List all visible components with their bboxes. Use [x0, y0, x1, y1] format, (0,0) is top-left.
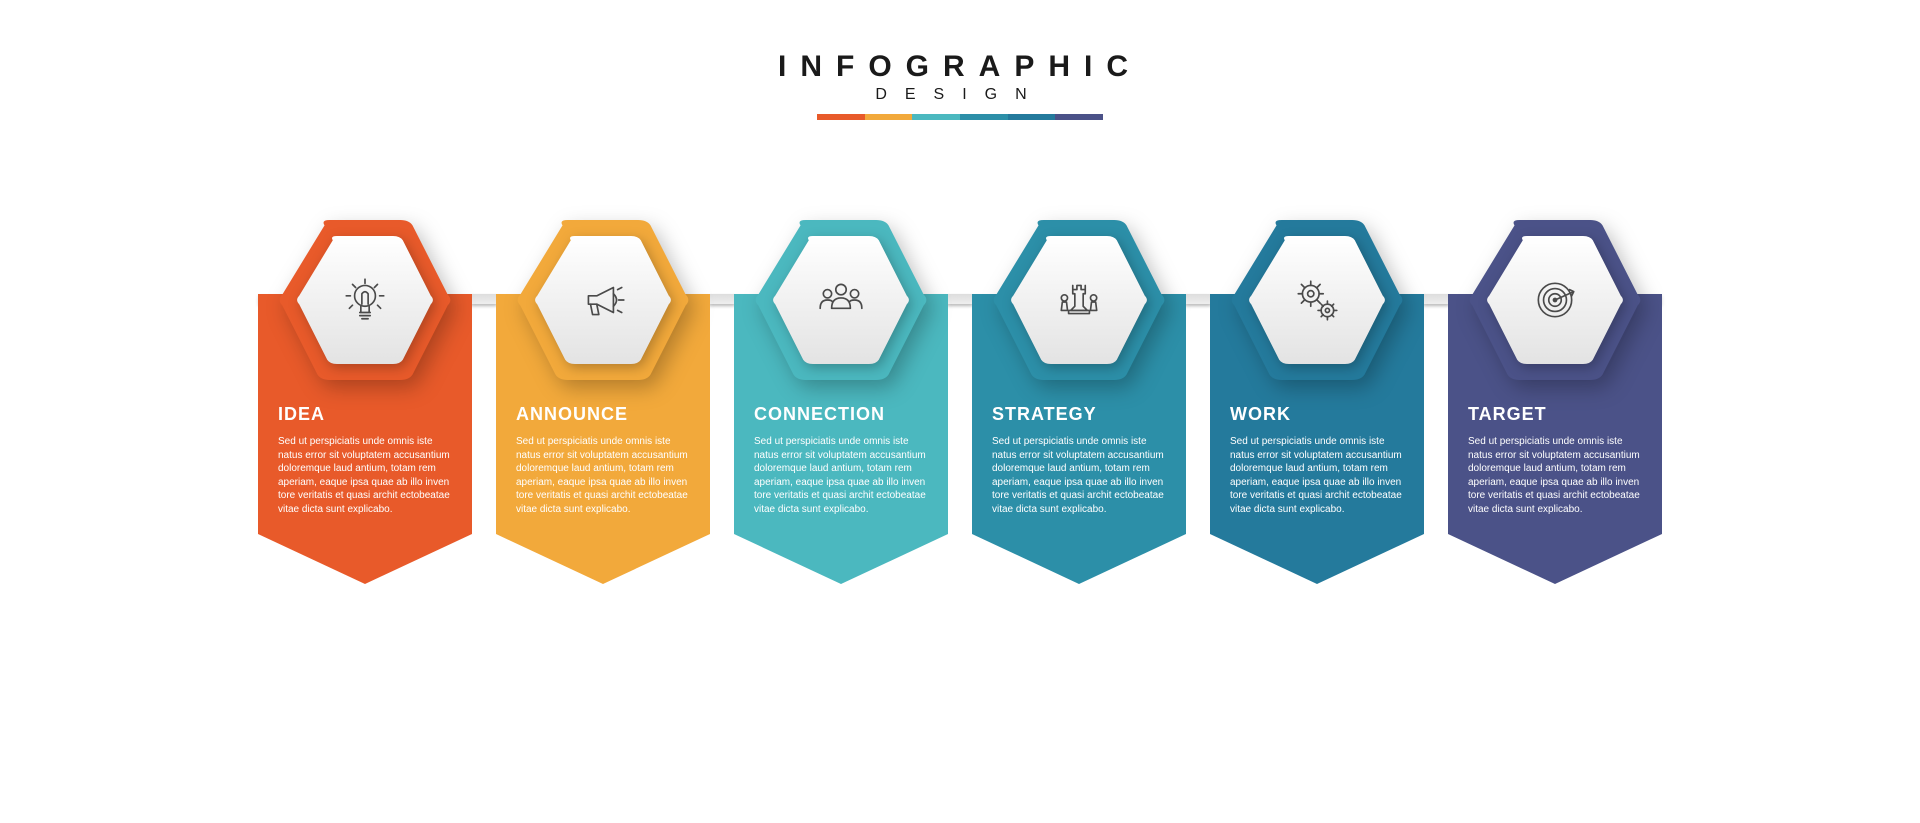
color-seg-2: [912, 114, 960, 120]
people-icon: [816, 275, 866, 325]
target-icon: [1530, 275, 1580, 325]
hex-inner: [1485, 236, 1625, 364]
step-title: TARGET: [1468, 404, 1642, 425]
gears-icon: [1292, 275, 1342, 325]
color-seg-4: [1008, 114, 1056, 120]
color-seg-0: [817, 114, 865, 120]
page-title: INFOGRAPHIC: [778, 50, 1142, 84]
step-title: WORK: [1230, 404, 1404, 425]
hex-inner: [771, 236, 911, 364]
hex-inner: [1009, 236, 1149, 364]
lightbulb-icon: [340, 275, 390, 325]
hex-inner: [1247, 236, 1387, 364]
hex-inner: [533, 236, 673, 364]
color-bar: [817, 114, 1103, 120]
step-body: Sed ut perspiciatis unde omnis iste natu…: [278, 435, 452, 516]
step-body: Sed ut perspiciatis unde omnis iste natu…: [516, 435, 690, 516]
color-seg-3: [960, 114, 1008, 120]
header: INFOGRAPHIC DESIGN: [778, 50, 1142, 120]
color-seg-1: [865, 114, 913, 120]
step-body: Sed ut perspiciatis unde omnis iste natu…: [992, 435, 1166, 516]
step-title: CONNECTION: [754, 404, 928, 425]
step-body: Sed ut perspiciatis unde omnis iste natu…: [754, 435, 928, 516]
step-title: IDEA: [278, 404, 452, 425]
page-subtitle: DESIGN: [778, 86, 1142, 104]
color-seg-5: [1055, 114, 1103, 120]
step-title: ANNOUNCE: [516, 404, 690, 425]
step-body: Sed ut perspiciatis unde omnis iste natu…: [1468, 435, 1642, 516]
hex-inner: [295, 236, 435, 364]
chess-icon: [1054, 275, 1104, 325]
megaphone-icon: [578, 275, 628, 325]
step-body: Sed ut perspiciatis unde omnis iste natu…: [1230, 435, 1404, 516]
step-title: STRATEGY: [992, 404, 1166, 425]
